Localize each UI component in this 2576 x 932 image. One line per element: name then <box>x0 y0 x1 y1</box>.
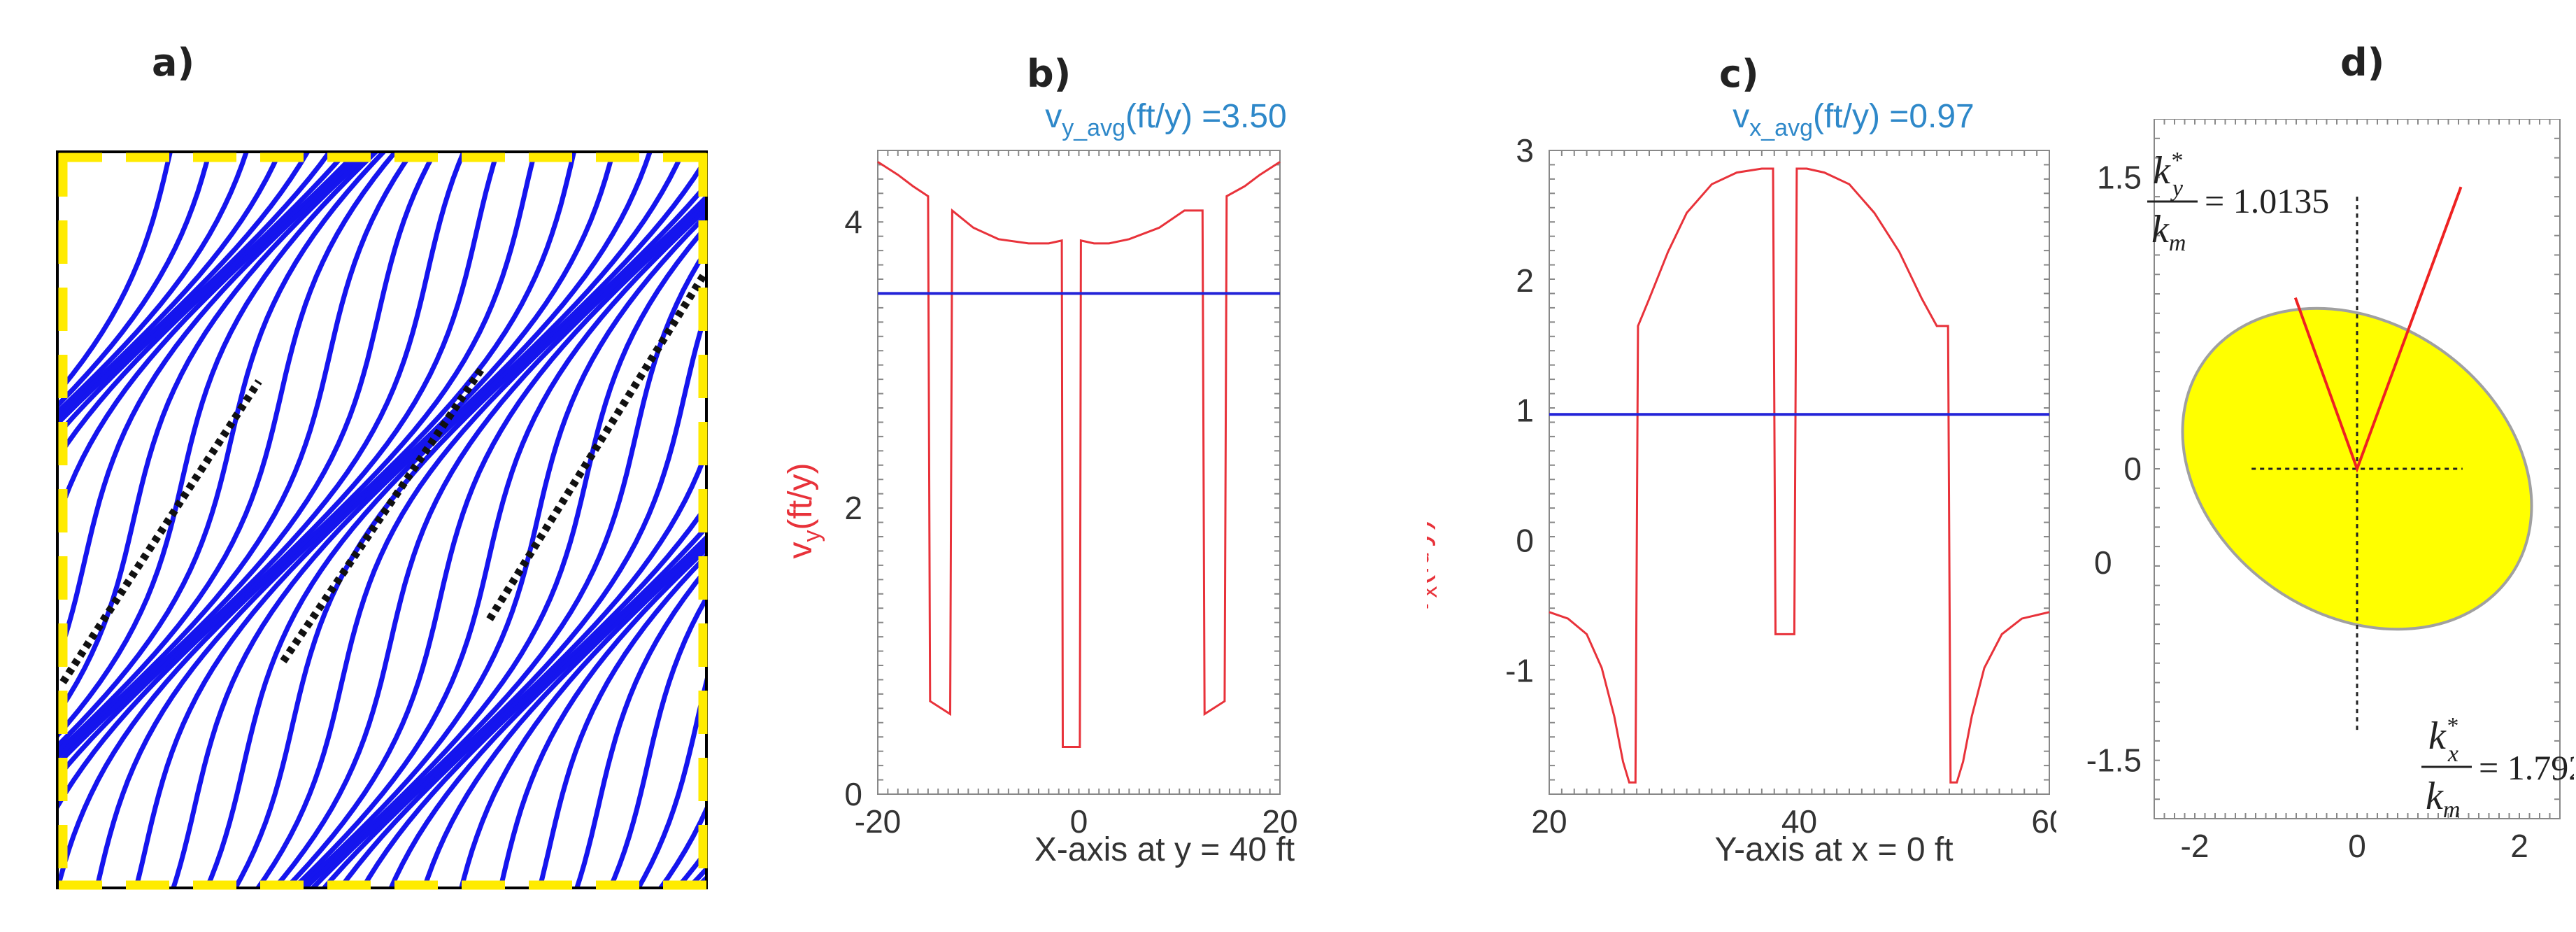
chart-b: vy_avg(ft/y) =3.50 -20 0 20 0 2 4 vy(ft/y) X-… <box>741 98 1371 868</box>
x-tick-label: 20 <box>1262 803 1297 840</box>
fracture <box>486 271 705 621</box>
streamline <box>284 202 705 887</box>
y-tick-label: 3 <box>1516 132 1534 169</box>
streamline <box>59 153 360 524</box>
streamline <box>204 153 685 887</box>
fracture <box>59 379 262 685</box>
streamline <box>322 308 705 887</box>
chart-c-title: vx_avg(ft/y) =0.97 <box>1732 98 1974 141</box>
streamline <box>59 153 378 738</box>
svg-text:k*y: k* y <box>2153 148 2184 202</box>
streamline <box>422 535 705 887</box>
fracture <box>280 365 486 664</box>
svg-text:= 1.7928: = 1.7928 <box>2479 748 2574 787</box>
chart-b-title: vy_avg(ft/y) =3.50 <box>1045 98 1287 141</box>
panel-b-label: b) <box>1027 52 1072 96</box>
streamline <box>171 153 653 887</box>
y-tick-label: 1 <box>1516 393 1534 429</box>
velocity-profile-line <box>1549 167 2050 784</box>
streamline <box>389 525 705 887</box>
equation-kx: k*x km = 1.7928 <box>2421 713 2576 823</box>
streamline <box>59 153 386 749</box>
y-tick-label: -1.5 <box>2086 742 2142 779</box>
y-tick-label: 0 <box>844 776 862 812</box>
streamline <box>256 182 705 887</box>
chart-b-xlabel: X-axis at y = 40 ft <box>1034 831 1295 868</box>
origin-label: 0 <box>2094 544 2112 581</box>
streamline <box>292 206 705 887</box>
plot-frame <box>877 150 1281 795</box>
svg-text:= 1.0135: = 1.0135 <box>2205 181 2329 220</box>
streamline <box>361 503 705 887</box>
streamline <box>311 248 705 887</box>
streamline <box>59 153 367 663</box>
y-tick-label: 4 <box>844 204 862 240</box>
streamline <box>59 153 348 461</box>
chart-b-ylabel: vy(ft/y) <box>782 463 825 559</box>
y-tick-label: 0 <box>1516 523 1534 559</box>
streamline <box>608 595 705 887</box>
streamline <box>233 156 705 887</box>
streamline <box>59 153 500 809</box>
panel-d-label: d) <box>2340 41 2385 85</box>
x-tick-label: 40 <box>1781 803 1817 840</box>
streamline <box>297 213 705 887</box>
y-tick-label: -1 <box>1505 652 1534 689</box>
x-tick-label: -2 <box>2181 828 2209 864</box>
chart-c-xlabel: Y-axis at x = 0 ft <box>1714 831 1953 868</box>
streamline <box>498 546 705 887</box>
y-tick-label: 1.5 <box>2097 159 2142 195</box>
x-tick-label: 20 <box>1531 803 1567 840</box>
chart-d: -2 0 2 1.5 0 -1.5 0 k* y km = 1.0135 k* x km = … <box>2042 118 2576 917</box>
streamline <box>59 153 310 426</box>
streamline <box>459 542 705 887</box>
x-tick-label: 0 <box>2348 828 2366 864</box>
streamline <box>59 153 249 415</box>
streamline <box>134 153 615 887</box>
panel-c-label: c) <box>1719 52 1759 96</box>
y-tick-label: 0 <box>2123 451 2142 487</box>
streamline <box>59 153 373 716</box>
streamline <box>636 677 705 887</box>
streamline <box>59 153 212 408</box>
streamline <box>59 153 282 420</box>
streamline <box>59 153 173 395</box>
svg-text:k*x: k* x <box>2428 713 2458 767</box>
streamline <box>537 553 705 887</box>
x-tick-label: 2 <box>2510 828 2528 864</box>
svg-text:km: km <box>2151 208 2186 256</box>
y-tick-label: 2 <box>1516 262 1534 299</box>
streamline <box>574 567 705 887</box>
x-tick-label: -20 <box>855 803 901 840</box>
chart-c-ylabel: vx(ft/y) <box>1427 519 1442 615</box>
streamline <box>339 448 705 887</box>
panel-a-label: a) <box>152 41 195 85</box>
x-tick-label: 0 <box>1070 803 1088 840</box>
streamline <box>59 153 537 887</box>
streamline <box>59 153 415 760</box>
principal-direction-lines <box>2293 186 2463 473</box>
streamline-plot <box>56 150 708 890</box>
streamline <box>94 153 576 887</box>
y-tick-label: 2 <box>844 490 862 526</box>
streamline <box>59 153 437 767</box>
streamline <box>59 153 332 437</box>
streamline <box>59 153 398 754</box>
equation-ky: k* y km = 1.0135 <box>2147 148 2329 256</box>
streamline <box>303 224 705 887</box>
plot-frame <box>1549 150 2050 795</box>
velocity-profile-line <box>877 161 1281 748</box>
streamline <box>272 195 705 887</box>
svg-text:km: km <box>2426 775 2460 823</box>
